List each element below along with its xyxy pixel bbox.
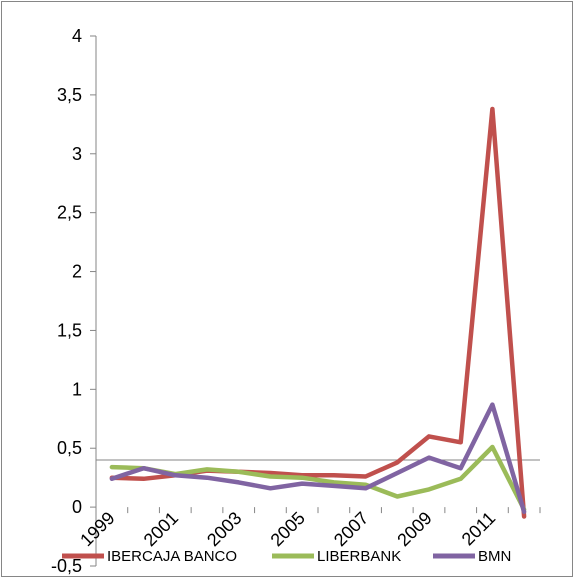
y-tick-label: 2,5	[57, 203, 82, 223]
y-tick-label: 1,5	[57, 320, 82, 340]
legend-label: IBERCAJA BANCO	[107, 548, 237, 565]
x-axis-ticks: 1999 2001 2003 2005 2007 2009 2011	[76, 507, 541, 550]
series-lines	[109, 106, 527, 519]
legend: IBERCAJA BANCO LIBERBANK BMN	[62, 548, 511, 565]
y-tick-label: 3,5	[57, 85, 82, 105]
y-tick-label: 0,5	[57, 438, 82, 458]
y-tick-label: 2	[72, 262, 82, 282]
y-tick-label: 3	[72, 144, 82, 164]
y-tick-label: 1	[72, 379, 82, 399]
y-tick-label: 0	[72, 497, 82, 517]
y-tick-label: -0,5	[51, 556, 82, 576]
legend-label: LIBERBANK	[317, 548, 401, 565]
series-line-2	[109, 402, 527, 515]
series-line-1	[109, 444, 527, 512]
legend-label: BMN	[478, 548, 511, 565]
y-axis-ticks: -0,5 0 0,5 1 1,5 2 2,5 3 3,5 4	[51, 26, 96, 576]
y-tick-label: 4	[72, 26, 82, 46]
